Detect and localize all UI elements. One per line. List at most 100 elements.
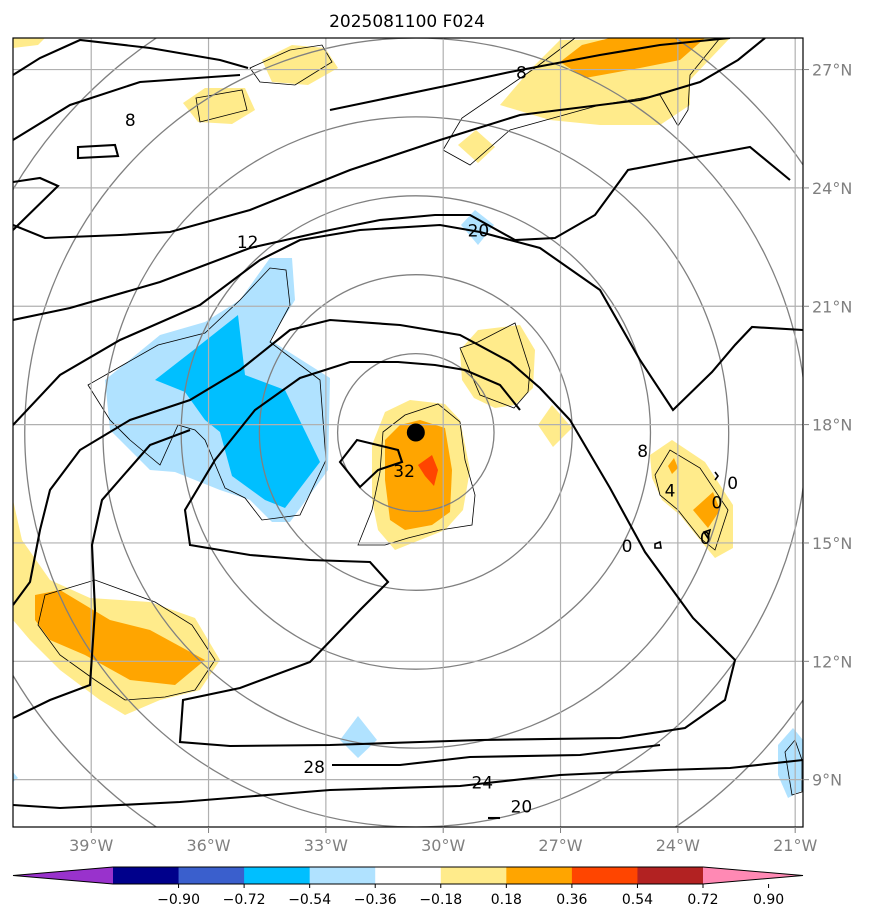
small-contour: [714, 471, 719, 481]
range-ring: [102, 116, 730, 749]
y-tick-label: 21°N: [812, 297, 852, 316]
shade-positive-light: [460, 325, 535, 408]
thick-contour: [332, 743, 661, 767]
contour-label: 8: [637, 442, 648, 462]
y-tick-label: 18°N: [812, 416, 852, 435]
map-frame: [12, 37, 804, 828]
colorbar-label: 0.36: [556, 892, 587, 908]
shade-negative-light: [13, 772, 18, 782]
thin-contour: [37, 579, 216, 701]
colorbar-outline: [12, 866, 804, 885]
thick-contour: [76, 143, 120, 160]
contour-label: 4: [665, 482, 676, 502]
colorbar-label: −0.90: [157, 892, 200, 908]
contour-label: 0: [700, 529, 711, 549]
thick-contour: [13, 429, 191, 719]
colorbar-label: −0.36: [354, 892, 397, 908]
thick-contours: [13, 38, 803, 832]
colorbar-label: −0.72: [223, 892, 266, 908]
y-tick-label: 27°N: [812, 61, 852, 80]
small-contour: [702, 528, 712, 540]
y-tick-label: 15°N: [812, 534, 852, 553]
shade-negative-light: [461, 210, 494, 245]
thick-contour: [338, 438, 404, 489]
x-tick-label: 33°W: [304, 836, 348, 855]
colorbar-label: −0.18: [419, 892, 462, 908]
shaded-fields: [13, 38, 803, 798]
thin-contour: [249, 44, 333, 86]
contour-label: 20: [468, 221, 490, 241]
colorbar-segment: [571, 867, 638, 884]
thick-contour: [13, 830, 490, 832]
thick-contour: [329, 38, 731, 112]
colorbar-label: 0.54: [622, 892, 653, 908]
thick-contour: [13, 176, 60, 231]
thin-contour: [87, 267, 327, 521]
thick-contour: [13, 145, 791, 322]
shade-negative-light: [340, 716, 377, 758]
thin-contour: [654, 449, 729, 551]
contour-label: 32: [393, 462, 415, 482]
contour-label: 12: [237, 233, 259, 253]
y-axis: 9°N 12°N 15°N 18°N 21°N 24°N 27°N: [803, 61, 852, 790]
colorbar-label: 0.72: [687, 892, 718, 908]
shade-positive-light: [262, 45, 338, 85]
y-tick-label: 12°N: [812, 652, 852, 671]
thick-contour: [13, 758, 803, 810]
contour-label: 0: [727, 474, 738, 494]
x-tick-label: 39°W: [69, 836, 113, 855]
shade-positive-mid: [693, 492, 720, 528]
shade-positive-light: [13, 38, 45, 48]
x-tick-label: 36°W: [186, 836, 230, 855]
colorbar-segment: [637, 867, 704, 884]
thin-contour: [357, 403, 476, 546]
contour-label: 20: [511, 797, 533, 817]
thick-contour: [13, 38, 766, 240]
thin-contour: [195, 89, 248, 123]
shade-positive-light: [538, 405, 572, 447]
thin-contours: [37, 38, 803, 796]
thick-contour: [13, 38, 249, 76]
x-tick-label: 24°W: [656, 836, 700, 855]
shade-negative-mid: [155, 315, 320, 508]
colorbar-segment: [178, 867, 245, 884]
y-tick-label: 24°N: [812, 179, 852, 198]
shade-positive-light: [458, 130, 495, 163]
contour-label: 0: [622, 537, 633, 557]
small-contours: [654, 471, 719, 549]
contour-label: 8: [125, 111, 136, 131]
y-tick-label: 9°N: [812, 771, 842, 790]
contour-label: 28: [303, 758, 325, 778]
range-ring: [258, 274, 573, 591]
colorbar-extend-high: [703, 867, 803, 884]
thick-contour: [13, 73, 241, 141]
thick-contour: [13, 223, 803, 426]
chart-title: 2025081100 F024: [329, 12, 485, 32]
colorbar-segment: [506, 867, 573, 884]
thick-contour: [13, 318, 737, 748]
contour-label: 8: [516, 64, 527, 84]
colorbar-segment: [375, 867, 442, 884]
thin-contour: [442, 38, 576, 151]
x-axis: 39°W 36°W 33°W 30°W 27°W 24°W 21°W: [69, 827, 817, 855]
colorbar-label: 0.18: [491, 892, 522, 908]
colorbar-segment: [244, 867, 311, 884]
colorbar-segment: [113, 867, 180, 884]
colorbar-extend-low: [13, 867, 113, 884]
shade-positive-high: [418, 455, 438, 486]
range-ring: [24, 38, 803, 827]
thin-contour: [784, 739, 803, 796]
contour-label: 0: [712, 494, 723, 514]
colorbar-segment: [440, 867, 507, 884]
colorbar: −0.90 −0.72 −0.54 −0.36 −0.18 0.18 0.36 0.54 0.7…: [12, 866, 804, 908]
x-tick-label: 27°W: [538, 836, 582, 855]
range-ring: [336, 352, 495, 513]
grid: [13, 38, 803, 827]
colorbar-label: 0.90: [753, 892, 784, 908]
colorbar-segment: [309, 867, 376, 884]
shade-positive-mid: [385, 420, 452, 530]
storm-center-marker: [406, 423, 425, 442]
